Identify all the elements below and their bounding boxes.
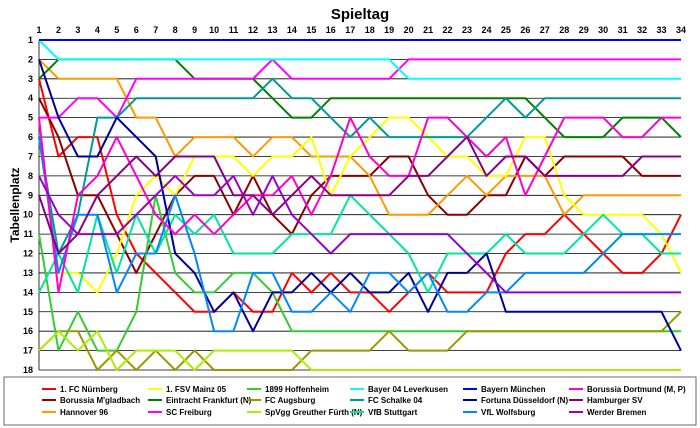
- x-tick-label: 10: [209, 25, 219, 35]
- series-line: [38, 330, 681, 371]
- series-line: [38, 311, 682, 371]
- x-tick-label: 4: [95, 25, 100, 35]
- x-tick-label: 11: [229, 25, 239, 35]
- legend-label: 1899 Hoffenheim: [265, 385, 329, 394]
- legend-label: 1. FSV Mainz 05: [166, 385, 227, 394]
- x-tick-label: 27: [540, 25, 550, 35]
- x-tick-label: 22: [443, 25, 453, 35]
- legend-label: Eintracht Frankfurt (N): [166, 396, 252, 405]
- y-tick-label: 12: [23, 249, 33, 259]
- x-tick-label: 32: [637, 25, 647, 35]
- y-tick-label: 11: [23, 229, 33, 239]
- y-tick-label: 8: [28, 171, 33, 181]
- y-tick-label: 5: [28, 113, 33, 123]
- series-line: [38, 174, 681, 294]
- y-tick-label: 1: [28, 35, 33, 45]
- y-tick-label: 16: [23, 326, 33, 336]
- x-tick-label: 6: [134, 25, 139, 35]
- x-tick-label: 25: [501, 25, 511, 35]
- x-tick-label: 23: [462, 25, 472, 35]
- x-tick-label: 9: [192, 25, 197, 35]
- x-tick-label: 33: [657, 25, 667, 35]
- y-tick-label: 7: [28, 151, 33, 161]
- legend-label: SpVgg Greuther Fürth (N): [265, 408, 363, 417]
- series-line: [38, 39, 681, 80]
- series-line: [38, 116, 682, 294]
- legend-label: Borussia M'gladbach: [60, 396, 140, 405]
- x-tick-label: 3: [75, 25, 80, 35]
- y-tick-label: 9: [28, 190, 33, 200]
- legend-label: FC Schalke 04: [368, 396, 423, 405]
- y-tick-label: 2: [28, 54, 33, 64]
- legend-label: 1. FC Nürnberg: [60, 385, 118, 394]
- x-tick-label: 12: [248, 25, 258, 35]
- legend-label: Bayer 04 Leverkusen: [368, 385, 448, 394]
- legend-label: FC Augsburg: [265, 396, 315, 405]
- y-axis-label: Tabellenplatz: [8, 167, 22, 242]
- legend-label: Fortuna Düsseldorf (N): [481, 396, 568, 405]
- series-line: [38, 116, 681, 294]
- y-tick-label: 10: [23, 210, 33, 220]
- y-tick-label: 14: [23, 287, 33, 297]
- series-line: [39, 58, 681, 119]
- chart-title: Spieltag: [331, 6, 389, 23]
- x-tick-label: 30: [598, 25, 608, 35]
- y-tick-label: 4: [28, 93, 33, 103]
- x-tick-label: 1: [36, 25, 41, 35]
- x-tick-label: 5: [114, 25, 119, 35]
- series-line: [38, 136, 681, 255]
- x-tick-label: 2: [56, 25, 61, 35]
- x-tick-label: 7: [153, 25, 158, 35]
- x-tick-label: 21: [423, 25, 433, 35]
- y-tick-label: 6: [28, 132, 33, 142]
- series-line: [38, 77, 681, 255]
- x-tick-label: 20: [404, 25, 414, 35]
- y-tick-label: 18: [23, 365, 33, 375]
- x-tick-label: 14: [287, 25, 297, 35]
- legend-label: Bayern München: [481, 385, 546, 394]
- x-tick-label: 26: [520, 25, 530, 35]
- x-tick-label: 16: [326, 25, 336, 35]
- y-tick-label: 15: [23, 307, 33, 317]
- series-line: [38, 59, 682, 352]
- legend-label: Hamburger SV: [587, 396, 643, 405]
- series-line: [38, 136, 681, 333]
- series-line: [38, 194, 681, 294]
- x-tick-label: 34: [676, 25, 686, 35]
- legend-label: Werder Bremen: [587, 408, 647, 417]
- x-tick-label: 15: [306, 25, 316, 35]
- legend-label: VfL Wolfsburg: [481, 408, 535, 417]
- y-tick-label: 13: [23, 268, 33, 278]
- x-tick-label: 8: [173, 25, 178, 35]
- y-tick-label: 17: [23, 346, 33, 356]
- x-tick-label: 13: [267, 25, 277, 35]
- x-tick-label: 24: [481, 25, 491, 35]
- y-tick-label: 3: [28, 74, 33, 84]
- x-tick-label: 29: [579, 25, 589, 35]
- x-tick-label: 31: [618, 25, 628, 35]
- x-tick-label: 19: [384, 25, 394, 35]
- x-tick-label: 17: [345, 25, 355, 35]
- x-tick-label: 18: [365, 25, 375, 35]
- legend-label: Hannover 96: [60, 408, 109, 417]
- legend-label: Borussia Dortmund (M, P): [587, 385, 686, 394]
- series-line: [38, 97, 681, 274]
- x-tick-label: 28: [559, 25, 569, 35]
- legend-box: [3, 376, 697, 426]
- legend-label: SC Freiburg: [166, 408, 212, 417]
- legend-label: VfB Stuttgart: [368, 408, 418, 417]
